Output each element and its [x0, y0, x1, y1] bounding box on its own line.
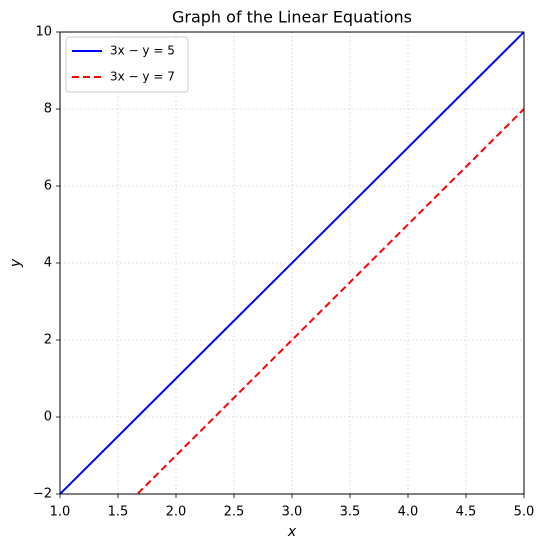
y-tick-label: 0	[44, 410, 52, 425]
plot-frame	[59, 31, 525, 495]
x-tick-label: 1.0	[50, 505, 71, 520]
legend-label: 3x − y = 5	[110, 44, 175, 58]
x-tick-label: 4.0	[398, 505, 419, 520]
y-tick-label: 8	[44, 102, 52, 117]
line-series	[135, 108, 524, 494]
y-tick-label: 10	[35, 25, 52, 40]
x-tick-label: 2.5	[224, 505, 245, 520]
x-tick-label: 5.0	[514, 505, 535, 520]
y-tick-label: 4	[44, 256, 52, 271]
x-tick-label: 4.5	[456, 505, 477, 520]
x-tick-label: 1.5	[108, 505, 129, 520]
y-tick-label: 6	[44, 179, 52, 194]
x-tick-label: 3.5	[340, 505, 361, 520]
x-tick-label: 2.0	[166, 505, 187, 520]
x-axis-label: x	[287, 524, 297, 540]
chart-title: Graph of the Linear Equations	[172, 8, 412, 27]
legend-label: 3x − y = 7	[110, 70, 175, 84]
line-series	[60, 32, 524, 494]
y-tick-label: 2	[44, 333, 52, 348]
y-axis-label: y	[8, 258, 24, 268]
x-tick-label: 3.0	[282, 505, 303, 520]
y-tick-label: −2	[33, 487, 52, 502]
